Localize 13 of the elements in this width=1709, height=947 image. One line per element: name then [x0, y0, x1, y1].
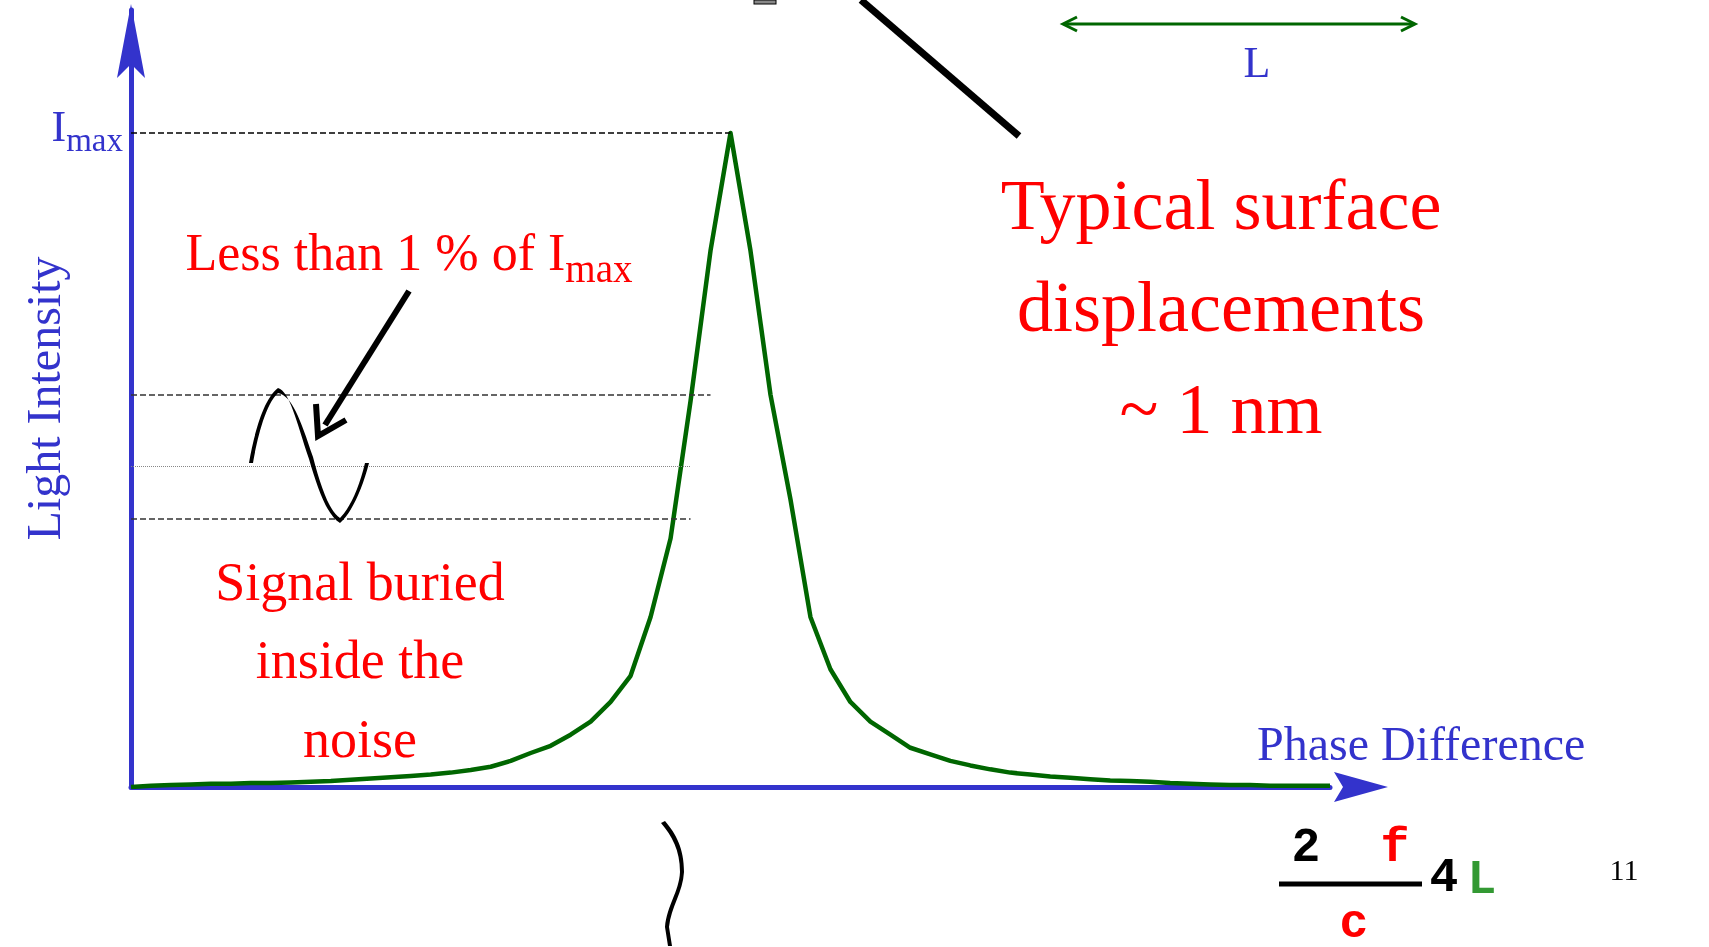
text: L	[1243, 37, 1271, 90]
annotation: Typical surface displacements ~ 1 nm	[1000, 163, 1442, 452]
text: 4	[1429, 851, 1459, 905]
annotation: Less than 1 % of I$_{max}$	[185, 223, 633, 291]
text: 2	[1291, 821, 1321, 875]
y-axis-title: Light Intensity	[16, 256, 70, 541]
text: L	[1467, 853, 1497, 907]
text: c	[1339, 897, 1369, 947]
ref-line-label: I$_{max}$	[51, 101, 123, 159]
annotation: Signal buried inside the noise	[215, 550, 505, 771]
text: 11	[1609, 852, 1639, 889]
x-axis-title: Phase Difference	[1257, 716, 1586, 770]
text: f	[1380, 821, 1410, 875]
